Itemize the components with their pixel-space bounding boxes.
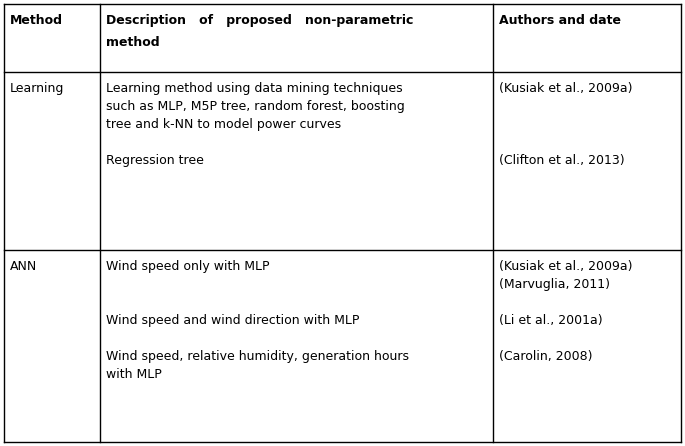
Text: Authors and date: Authors and date [499, 14, 621, 27]
Text: with MLP: with MLP [106, 368, 162, 381]
Text: Regression tree: Regression tree [106, 154, 204, 167]
Text: (Li et al., 2001a): (Li et al., 2001a) [499, 314, 603, 327]
Text: Wind speed, relative humidity, generation hours: Wind speed, relative humidity, generatio… [106, 350, 409, 363]
Text: method: method [106, 36, 160, 49]
Text: Wind speed only with MLP: Wind speed only with MLP [106, 260, 269, 273]
Text: (Kusiak et al., 2009a): (Kusiak et al., 2009a) [499, 82, 632, 95]
Text: (Carolin, 2008): (Carolin, 2008) [499, 350, 593, 363]
Text: Wind speed and wind direction with MLP: Wind speed and wind direction with MLP [106, 314, 360, 327]
Text: (Clifton et al., 2013): (Clifton et al., 2013) [499, 154, 625, 167]
Text: such as MLP, M5P tree, random forest, boosting: such as MLP, M5P tree, random forest, bo… [106, 100, 405, 113]
Text: Learning: Learning [10, 82, 64, 95]
Text: tree and k-NN to model power curves: tree and k-NN to model power curves [106, 118, 341, 131]
Text: ANN: ANN [10, 260, 37, 273]
Text: Learning method using data mining techniques: Learning method using data mining techni… [106, 82, 403, 95]
Text: (Marvuglia, 2011): (Marvuglia, 2011) [499, 278, 610, 291]
Text: (Kusiak et al., 2009a): (Kusiak et al., 2009a) [499, 260, 632, 273]
Text: Method: Method [10, 14, 63, 27]
Text: Description   of   proposed   non-parametric: Description of proposed non-parametric [106, 14, 413, 27]
